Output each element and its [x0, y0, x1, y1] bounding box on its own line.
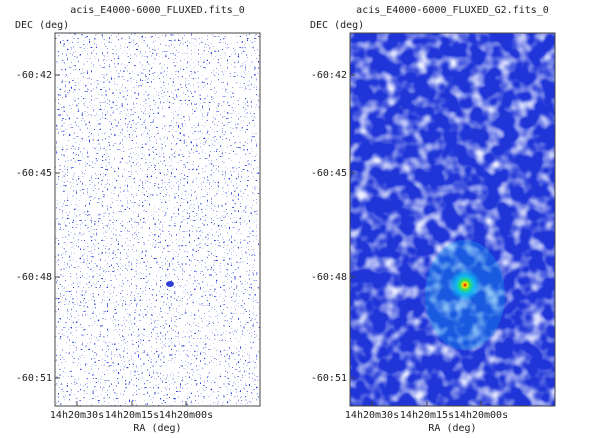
y-tick-label: -60:48 [311, 272, 347, 283]
x-axis-label: RA (deg) [428, 423, 476, 434]
y-tick-label: -60:45 [16, 168, 52, 179]
image-noise [55, 33, 260, 406]
frame [54, 32, 261, 407]
x-tick-label: 14h20m15s [400, 410, 454, 421]
source-blob [166, 281, 174, 287]
x-axis-label: RA (deg) [133, 423, 181, 434]
x-tick-label: 14h20m15s [105, 410, 159, 421]
y-tick-label: -60:51 [16, 373, 52, 384]
source [449, 269, 481, 301]
y-tick-label: -60:45 [311, 168, 347, 179]
y-tick-label: -60:48 [16, 272, 52, 283]
y-axis-label: DEC (deg) [15, 20, 69, 31]
image-panel: acis_E4000-6000_FLUXED_G2.fits_0 DEC (deg… [310, 5, 556, 434]
x-tick-label: 14h20m00s [454, 410, 508, 421]
panel-title: acis_E4000-6000_FLUXED_G2.fits_0 [356, 5, 549, 16]
y-tick-label: -60:42 [311, 70, 347, 81]
y-axis-label: DEC (deg) [310, 20, 364, 31]
y-tick-label: -60:51 [311, 373, 347, 384]
x-tick-label: 14h20m30s [50, 410, 104, 421]
panel-title: acis_E4000-6000_FLUXED.fits_0 [70, 5, 245, 16]
x-tick-label: 14h20m30s [345, 410, 399, 421]
image-noise [350, 33, 555, 406]
y-tick-label: -60:42 [16, 70, 52, 81]
x-tick-label: 14h20m00s [159, 410, 213, 421]
frame [349, 32, 556, 407]
